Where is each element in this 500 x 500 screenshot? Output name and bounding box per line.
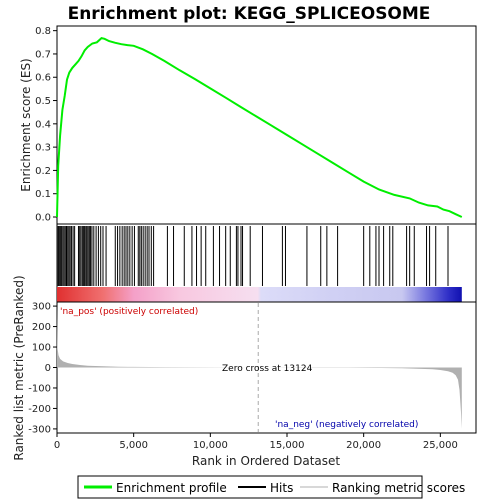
es-y-tick-label: 0.2 — [35, 166, 51, 177]
metric-y-tick-label: 200 — [32, 322, 51, 333]
es-y-tick-label: 0.3 — [35, 143, 51, 154]
legend-label-hits: Hits — [270, 481, 293, 495]
positive-correlation-label: 'na_pos' (positively correlated) — [60, 307, 198, 317]
metric-y-ticks: 300 200 100 0 -100 -200 -300 — [28, 302, 57, 435]
metric-x-tick-label: 15,000 — [270, 440, 305, 451]
legend-label-ranking-metric: Ranking metric scores — [332, 481, 465, 495]
metric-x-tick-label: 25,000 — [423, 440, 458, 451]
es-y-tick-label: 0.0 — [35, 213, 51, 224]
es-y-tick-label: 0.5 — [35, 96, 51, 107]
negative-correlation-label: 'na_neg' (negatively correlated) — [275, 420, 418, 430]
chart-title: Enrichment plot: KEGG_SPLICEOSOME — [68, 4, 431, 24]
metric-y-tick-label: 0 — [45, 363, 51, 374]
es-y-tick-label: 0.6 — [35, 73, 51, 84]
rank-colorbar — [57, 287, 462, 302]
es-y-tick-label: 0.4 — [35, 119, 51, 130]
hits-panel — [56, 223, 477, 303]
metric-x-ticks: 0 5,000 10,000 15,000 20,000 25,000 — [54, 433, 458, 451]
es-y-tick-label: 0.8 — [35, 26, 51, 37]
hit-lines — [56, 226, 449, 286]
metric-x-tick-label: 0 — [54, 440, 60, 451]
es-panel: 0.0 0.1 0.2 0.3 0.4 0.5 0.6 0.7 0.8 Enrichment s… — [19, 25, 477, 225]
metric-y-tick-label: -100 — [28, 383, 51, 394]
es-panel-frame — [56, 25, 477, 225]
metric-x-tick-label: 20,000 — [346, 440, 381, 451]
metric-panel: 300 200 100 0 -100 -200 -300 'na_pos' (positiv… — [12, 275, 477, 468]
metric-x-tick-label: 5,000 — [119, 440, 148, 451]
legend: Enrichment profile Hits Ranking metric s… — [77, 475, 465, 499]
es-y-tick-label: 0.7 — [35, 49, 51, 60]
metric-y-axis-label: Ranked list metric (PreRanked) — [12, 275, 26, 460]
metric-x-tick-label: 10,000 — [193, 440, 228, 451]
enrichment-profile-line — [56, 37, 463, 218]
es-y-ticks: 0.0 0.1 0.2 0.3 0.4 0.5 0.6 0.7 0.8 — [35, 26, 57, 224]
es-y-axis-label: Enrichment score (ES) — [19, 58, 33, 191]
ranked-metric-area — [57, 306, 462, 429]
legend-label-enrichment-profile: Enrichment profile — [116, 481, 227, 495]
metric-y-tick-label: -300 — [28, 424, 51, 435]
metric-y-tick-label: -200 — [28, 404, 51, 415]
metric-x-axis-label: Rank in Ordered Dataset — [192, 454, 340, 468]
metric-y-tick-label: 300 — [32, 302, 51, 313]
es-y-tick-label: 0.1 — [35, 189, 51, 200]
zero-cross-label: Zero cross at 13124 — [222, 364, 313, 374]
metric-y-tick-label: 100 — [32, 343, 51, 354]
